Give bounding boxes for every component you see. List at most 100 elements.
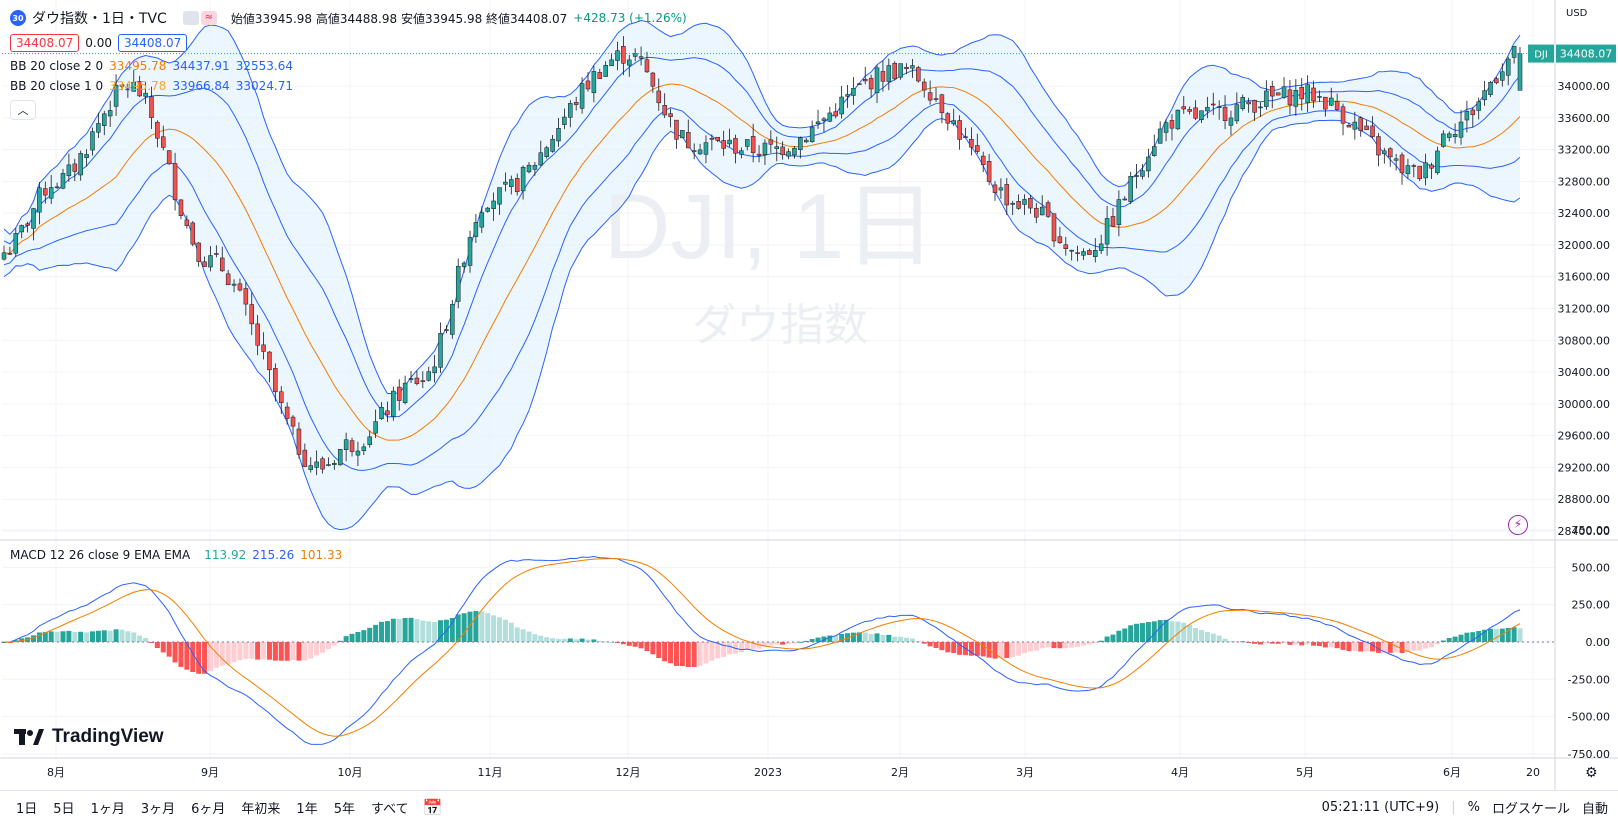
candle	[237, 278, 243, 292]
chart-canvas[interactable]: DJI, 1日 ダウ指数 28400.00 28800.00 29200.00 296…	[0, 0, 1618, 790]
collapse-legend-button[interactable]: ︿	[10, 100, 36, 120]
settings-gear-icon[interactable]: ⚙	[1585, 765, 1598, 781]
macd-hist-bar	[154, 642, 160, 649]
macd-hist-bar	[974, 642, 980, 656]
macd-hist-bar	[213, 642, 219, 668]
candle-body	[54, 186, 60, 189]
candle-body	[396, 386, 402, 401]
candle-body	[231, 283, 237, 286]
macd-hist-bar	[1275, 642, 1281, 644]
alert-icon[interactable]: ⚡	[1508, 515, 1528, 535]
candle	[862, 66, 868, 85]
macd-hist-bar	[343, 636, 349, 642]
candle	[267, 351, 272, 383]
macd-hist-bar	[721, 642, 727, 657]
range-button-5[interactable]: 年初来	[241, 802, 281, 817]
macd-hist-bar	[1269, 642, 1275, 644]
candle-body	[650, 72, 656, 87]
range-button-3[interactable]: 3ヶ月	[140, 802, 176, 817]
currency-label[interactable]: USD	[1566, 8, 1588, 19]
macd-hist-bar	[1086, 642, 1092, 645]
range-button-0[interactable]: 1日	[16, 802, 38, 817]
candle-body	[220, 257, 225, 272]
candle	[1116, 190, 1122, 237]
candle-body	[910, 65, 915, 69]
candle-body	[1517, 53, 1523, 91]
candle-body	[1352, 121, 1358, 130]
candle-body	[609, 59, 614, 67]
macd-hist-bar	[691, 642, 697, 667]
candle-body	[1228, 117, 1234, 126]
macd-hist-bar	[520, 629, 526, 642]
candle-body	[509, 179, 514, 187]
candle	[379, 402, 384, 420]
macd-hist-bar	[1470, 632, 1476, 642]
candle-body	[96, 123, 101, 133]
macd-lines	[3, 556, 1521, 745]
candle-body	[1199, 110, 1204, 121]
candle-body	[998, 187, 1004, 191]
macd-hist-bar	[532, 634, 538, 642]
macd-hist-bar	[1334, 642, 1340, 649]
candle	[225, 269, 231, 286]
candle	[520, 165, 526, 200]
macd-hist-bar	[620, 642, 626, 645]
range-button-8[interactable]: すべて	[370, 802, 409, 817]
minimize-icon[interactable]	[182, 11, 199, 25]
range-button-4[interactable]: 6ヶ月	[191, 802, 226, 817]
macd-hist-bar	[1228, 640, 1234, 642]
auto-scale-toggle[interactable]: 自動	[1581, 802, 1608, 817]
candle-body	[703, 142, 709, 155]
candle-body	[1157, 128, 1163, 144]
candle-body	[278, 391, 284, 403]
macd-hist-bar	[408, 617, 414, 642]
clock-time[interactable]: 05:21:11 (UTC+9)	[1321, 800, 1440, 815]
macd-hist-bar	[84, 632, 90, 642]
candle-body	[1387, 148, 1393, 158]
macd-hist-bar	[1452, 636, 1458, 642]
compare-icon[interactable]: ≈	[200, 11, 217, 25]
macd-hist-bar	[992, 642, 998, 659]
macd-hist-bar	[455, 614, 461, 642]
range-button-1[interactable]: 5日	[53, 802, 75, 817]
candle-body	[113, 84, 119, 107]
macd-hist-bar	[184, 642, 190, 670]
symbol-title[interactable]: ダウ指数・1日・TVC	[32, 11, 167, 27]
macd-hist-bar	[1511, 627, 1517, 642]
range-button-7[interactable]: 5年	[333, 802, 355, 817]
candle-body	[72, 163, 78, 172]
bid-price[interactable]: 34408.07	[10, 34, 80, 52]
bb2-label[interactable]: BB 20 close 2 0	[10, 59, 104, 73]
candle	[1482, 80, 1487, 106]
candle	[202, 256, 207, 267]
candle-body	[1093, 250, 1098, 257]
candle	[1269, 80, 1275, 109]
calendar-icon[interactable]: 📅	[422, 798, 443, 817]
candle-body	[1240, 97, 1246, 110]
candle-body	[1435, 150, 1440, 174]
range-button-6[interactable]: 1年	[296, 802, 318, 817]
macd-hist-bar	[756, 642, 762, 649]
candle-body	[951, 120, 956, 125]
macd-hist-bar	[550, 638, 556, 642]
ask-price[interactable]: 34408.07	[117, 34, 188, 52]
log-scale-toggle[interactable]: ログスケール	[1491, 802, 1570, 817]
candle-body	[1317, 96, 1322, 98]
macd-hist-bar	[732, 642, 738, 654]
candle-body	[208, 255, 213, 268]
macd-label[interactable]: MACD 12 26 close 9 EMA EMA	[10, 548, 191, 562]
candle-body	[1287, 89, 1293, 106]
range-button-2[interactable]: 1ヶ月	[90, 802, 125, 817]
price-tick-label: 29600.00	[1558, 430, 1611, 443]
macd-tick-label: 250.00	[1572, 599, 1611, 612]
bb1-label[interactable]: BB 20 close 1 0	[10, 79, 104, 93]
macd-hist-bar	[579, 638, 585, 642]
macd-histogram	[1, 610, 1555, 674]
candle	[113, 74, 119, 116]
percent-toggle[interactable]: %	[1467, 800, 1480, 815]
macd-hist-bar	[862, 632, 868, 642]
candle	[898, 63, 903, 80]
candle	[969, 127, 974, 156]
candle	[1441, 130, 1446, 148]
candle	[609, 52, 614, 67]
